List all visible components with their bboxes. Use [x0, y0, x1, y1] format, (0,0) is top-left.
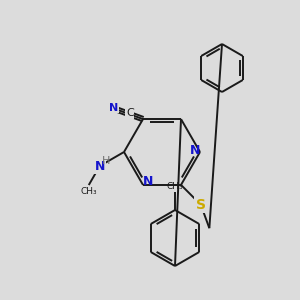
Text: N: N: [190, 143, 200, 157]
Text: N: N: [109, 103, 119, 113]
Text: N: N: [94, 160, 105, 172]
Text: N: N: [143, 176, 153, 188]
Text: C: C: [126, 108, 134, 118]
Text: CH₃: CH₃: [167, 182, 183, 191]
Text: H: H: [102, 156, 110, 166]
Text: CH₃: CH₃: [80, 187, 97, 196]
Text: S: S: [196, 198, 206, 212]
